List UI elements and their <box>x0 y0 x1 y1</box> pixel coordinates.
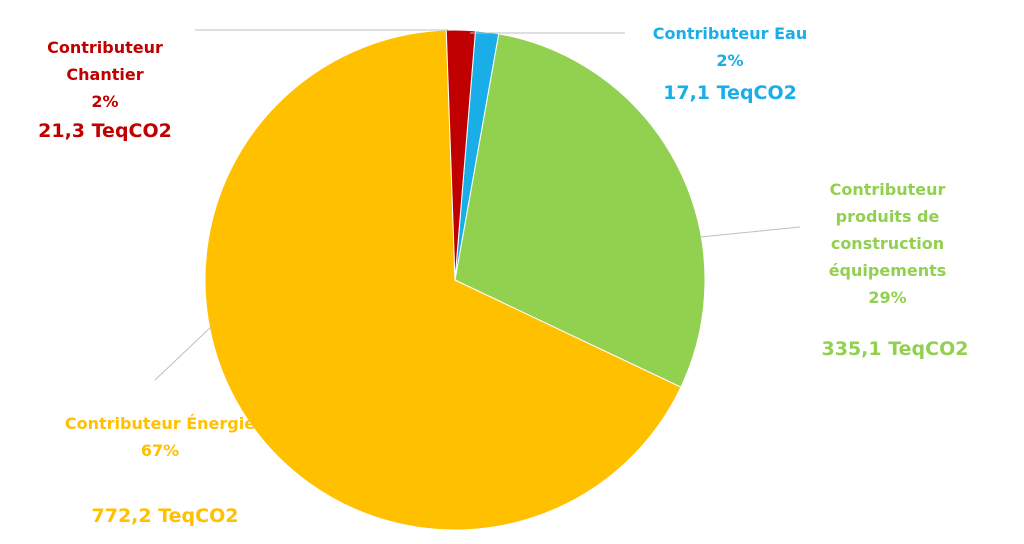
category-label: Contributeur Énergie <box>64 414 256 433</box>
data-label: Contributeur Chantier 2% <box>10 34 200 115</box>
value-label: 335,1 TeqCO2 <box>821 338 969 360</box>
category-label: Contributeur produits de construction éq… <box>828 180 947 280</box>
percent-label: 29% <box>868 288 907 307</box>
data-label: Contributeur Énergie 67% <box>60 410 260 464</box>
leader-line <box>699 226 801 238</box>
category-label: Contributeur Eau <box>652 24 808 43</box>
value-label: 772,2 TeqCO2 <box>91 505 239 527</box>
leader-line <box>154 324 214 381</box>
percent-label: 2% <box>91 92 119 111</box>
data-label: Contributeur Eau 2% <box>630 20 830 74</box>
percent-label: 67% <box>140 441 180 460</box>
category-label: Contributeur Chantier <box>47 38 163 84</box>
data-label: Contributeur produits de construction éq… <box>800 176 975 311</box>
pie-slice <box>204 29 682 531</box>
value-label: 21,3 TeqCO2 <box>38 120 172 142</box>
value-label: 17,1 TeqCO2 <box>663 82 797 104</box>
pie-slice <box>454 33 706 388</box>
percent-label: 2% <box>716 51 744 70</box>
